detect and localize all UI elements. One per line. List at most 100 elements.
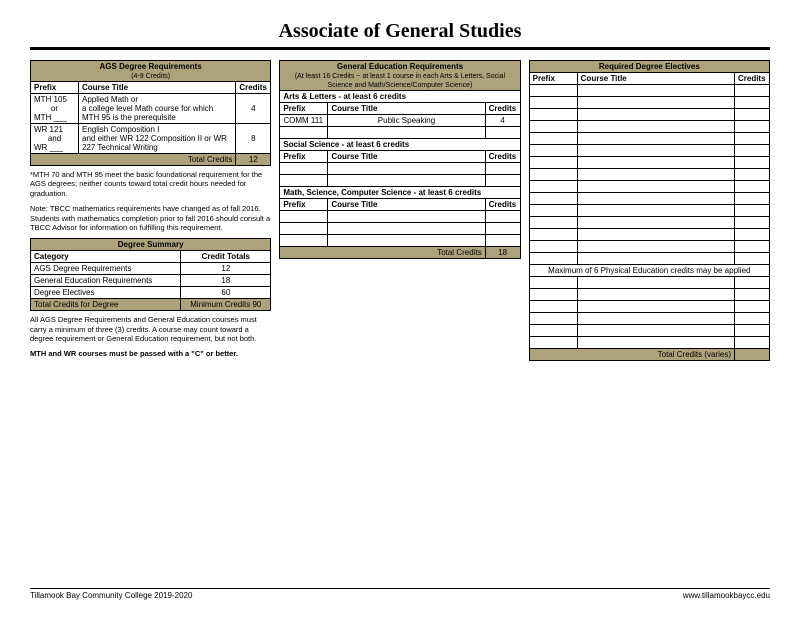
- ags-header: AGS Degree Requirements (4-9 Credits): [31, 61, 271, 82]
- ags-footnote-1: *MTH 70 and MTH 95 meet the basic founda…: [30, 170, 271, 198]
- gened-course-title: Public Speaking: [328, 115, 485, 127]
- ags-prefix: WR ___: [34, 143, 75, 152]
- electives-row-empty: [529, 109, 769, 121]
- col-title: Course Title: [328, 151, 485, 163]
- electives-row-empty: [529, 229, 769, 241]
- summary-note-2: MTH and WR courses must be passed with a…: [30, 349, 271, 358]
- summary-total-value: Minimum Credits 90: [181, 299, 271, 311]
- ags-row: MTH 105 or MTH ___ Applied Math or a col…: [31, 94, 271, 124]
- summary-category: Degree Electives: [31, 287, 181, 299]
- footer: Tillamook Bay Community College 2019-202…: [30, 588, 770, 600]
- summary-col-category: Category: [31, 251, 181, 263]
- gened-section-msc: Math, Science, Computer Science - at lea…: [280, 187, 520, 199]
- electives-row-empty: [529, 193, 769, 205]
- col-prefix: Prefix: [529, 73, 577, 85]
- electives-row-empty: [529, 133, 769, 145]
- columns: AGS Degree Requirements (4-9 Credits) Pr…: [30, 60, 770, 365]
- summary-row: AGS Degree Requirements12: [31, 263, 271, 275]
- degree-summary-table: Degree Summary Category Credit Totals AG…: [30, 238, 271, 311]
- gened-header-title: General Education Requirements: [337, 62, 463, 71]
- summary-category: AGS Degree Requirements: [31, 263, 181, 275]
- electives-header: Required Degree Electives: [529, 61, 769, 73]
- ags-prefix: MTH 105: [34, 95, 75, 104]
- gened-row-empty: [280, 223, 520, 235]
- electives-row-empty: [529, 97, 769, 109]
- column-middle: General Education Requirements (At least…: [279, 60, 520, 365]
- ags-requirements-table: AGS Degree Requirements (4-9 Credits) Pr…: [30, 60, 271, 166]
- footer-left: Tillamook Bay Community College 2019-202…: [30, 591, 192, 600]
- summary-total-label: Total Credits for Degree: [31, 299, 181, 311]
- col-prefix: Prefix: [280, 151, 328, 163]
- gened-row-empty: [280, 127, 520, 139]
- summary-row: General Education Requirements18: [31, 275, 271, 287]
- gened-total-row: Total Credits 18: [280, 247, 520, 259]
- gened-row-empty: [280, 235, 520, 247]
- gened-row-empty: [280, 163, 520, 175]
- electives-pe-note-row: Maximum of 6 Physical Education credits …: [529, 265, 769, 277]
- col-title: Course Title: [328, 199, 485, 211]
- col-credits: Credits: [485, 199, 520, 211]
- col-credits: Credits: [485, 151, 520, 163]
- col-credits: Credits: [734, 73, 769, 85]
- col-prefix: Prefix: [280, 199, 328, 211]
- electives-total-label: Total Credits (varies): [529, 349, 734, 361]
- summary-header: Degree Summary: [31, 239, 271, 251]
- summary-value: 60: [181, 287, 271, 299]
- electives-table: Required Degree Electives Prefix Course …: [529, 60, 770, 361]
- summary-note-1: All AGS Degree Requirements and General …: [30, 315, 271, 343]
- electives-row-empty: [529, 121, 769, 133]
- electives-row-empty: [529, 181, 769, 193]
- electives-total-row: Total Credits (varies): [529, 349, 769, 361]
- electives-row-empty: [529, 169, 769, 181]
- electives-row-empty: [529, 313, 769, 325]
- electives-row-empty: [529, 241, 769, 253]
- electives-row-empty: [529, 277, 769, 289]
- electives-row-empty: [529, 145, 769, 157]
- ags-credits: 8: [236, 124, 271, 154]
- col-title: Course Title: [79, 82, 236, 94]
- summary-value: 18: [181, 275, 271, 287]
- gened-credits: 4: [485, 115, 520, 127]
- electives-row-empty: [529, 289, 769, 301]
- ags-row: WR 121 and WR ___ English Composition I …: [31, 124, 271, 154]
- gened-total-label: Total Credits: [280, 247, 485, 259]
- electives-row-empty: [529, 85, 769, 97]
- col-credits: Credits: [236, 82, 271, 94]
- ags-footnote-2: Note: TBCC mathematics requirements have…: [30, 204, 271, 232]
- column-right: Required Degree Electives Prefix Course …: [529, 60, 770, 365]
- col-prefix: Prefix: [31, 82, 79, 94]
- electives-row-empty: [529, 157, 769, 169]
- ags-total-row: Total Credits 12: [31, 154, 271, 166]
- col-title: Course Title: [577, 73, 734, 85]
- gened-prefix: COMM 111: [280, 115, 328, 127]
- electives-row-empty: [529, 205, 769, 217]
- electives-pe-note: Maximum of 6 Physical Education credits …: [529, 265, 769, 277]
- summary-value: 12: [181, 263, 271, 275]
- ags-prefix-and: and: [34, 134, 75, 143]
- col-credits: Credits: [485, 103, 520, 115]
- summary-category: General Education Requirements: [31, 275, 181, 287]
- col-title: Course Title: [328, 103, 485, 115]
- ags-prefix: MTH ___: [34, 113, 75, 122]
- column-left: AGS Degree Requirements (4-9 Credits) Pr…: [30, 60, 271, 365]
- ags-course-title: English Composition I and either WR 122 …: [79, 124, 236, 154]
- ags-header-title: AGS Degree Requirements: [100, 62, 202, 71]
- gened-section-arts: Arts & Letters - at least 6 credits: [280, 91, 520, 103]
- gened-total-value: 18: [485, 247, 520, 259]
- summary-row: Degree Electives60: [31, 287, 271, 299]
- electives-row-empty: [529, 217, 769, 229]
- ags-prefix-or: or: [34, 104, 75, 113]
- col-prefix: Prefix: [280, 103, 328, 115]
- ags-total-label: Total Credits: [31, 154, 236, 166]
- ags-course-title: Applied Math or a college level Math cou…: [79, 94, 236, 124]
- electives-row-empty: [529, 325, 769, 337]
- footer-right: www.tillamookbaycc.edu: [683, 591, 770, 600]
- gened-row-empty: [280, 175, 520, 187]
- electives-row-empty: [529, 337, 769, 349]
- ags-credits: 4: [236, 94, 271, 124]
- gened-row: COMM 111 Public Speaking 4: [280, 115, 520, 127]
- gened-header-sub: (At least 16 Credits ~ at least 1 course…: [295, 73, 505, 89]
- ags-prefix: WR 121: [34, 125, 75, 134]
- electives-row-empty: [529, 301, 769, 313]
- gened-table: General Education Requirements (At least…: [279, 60, 520, 259]
